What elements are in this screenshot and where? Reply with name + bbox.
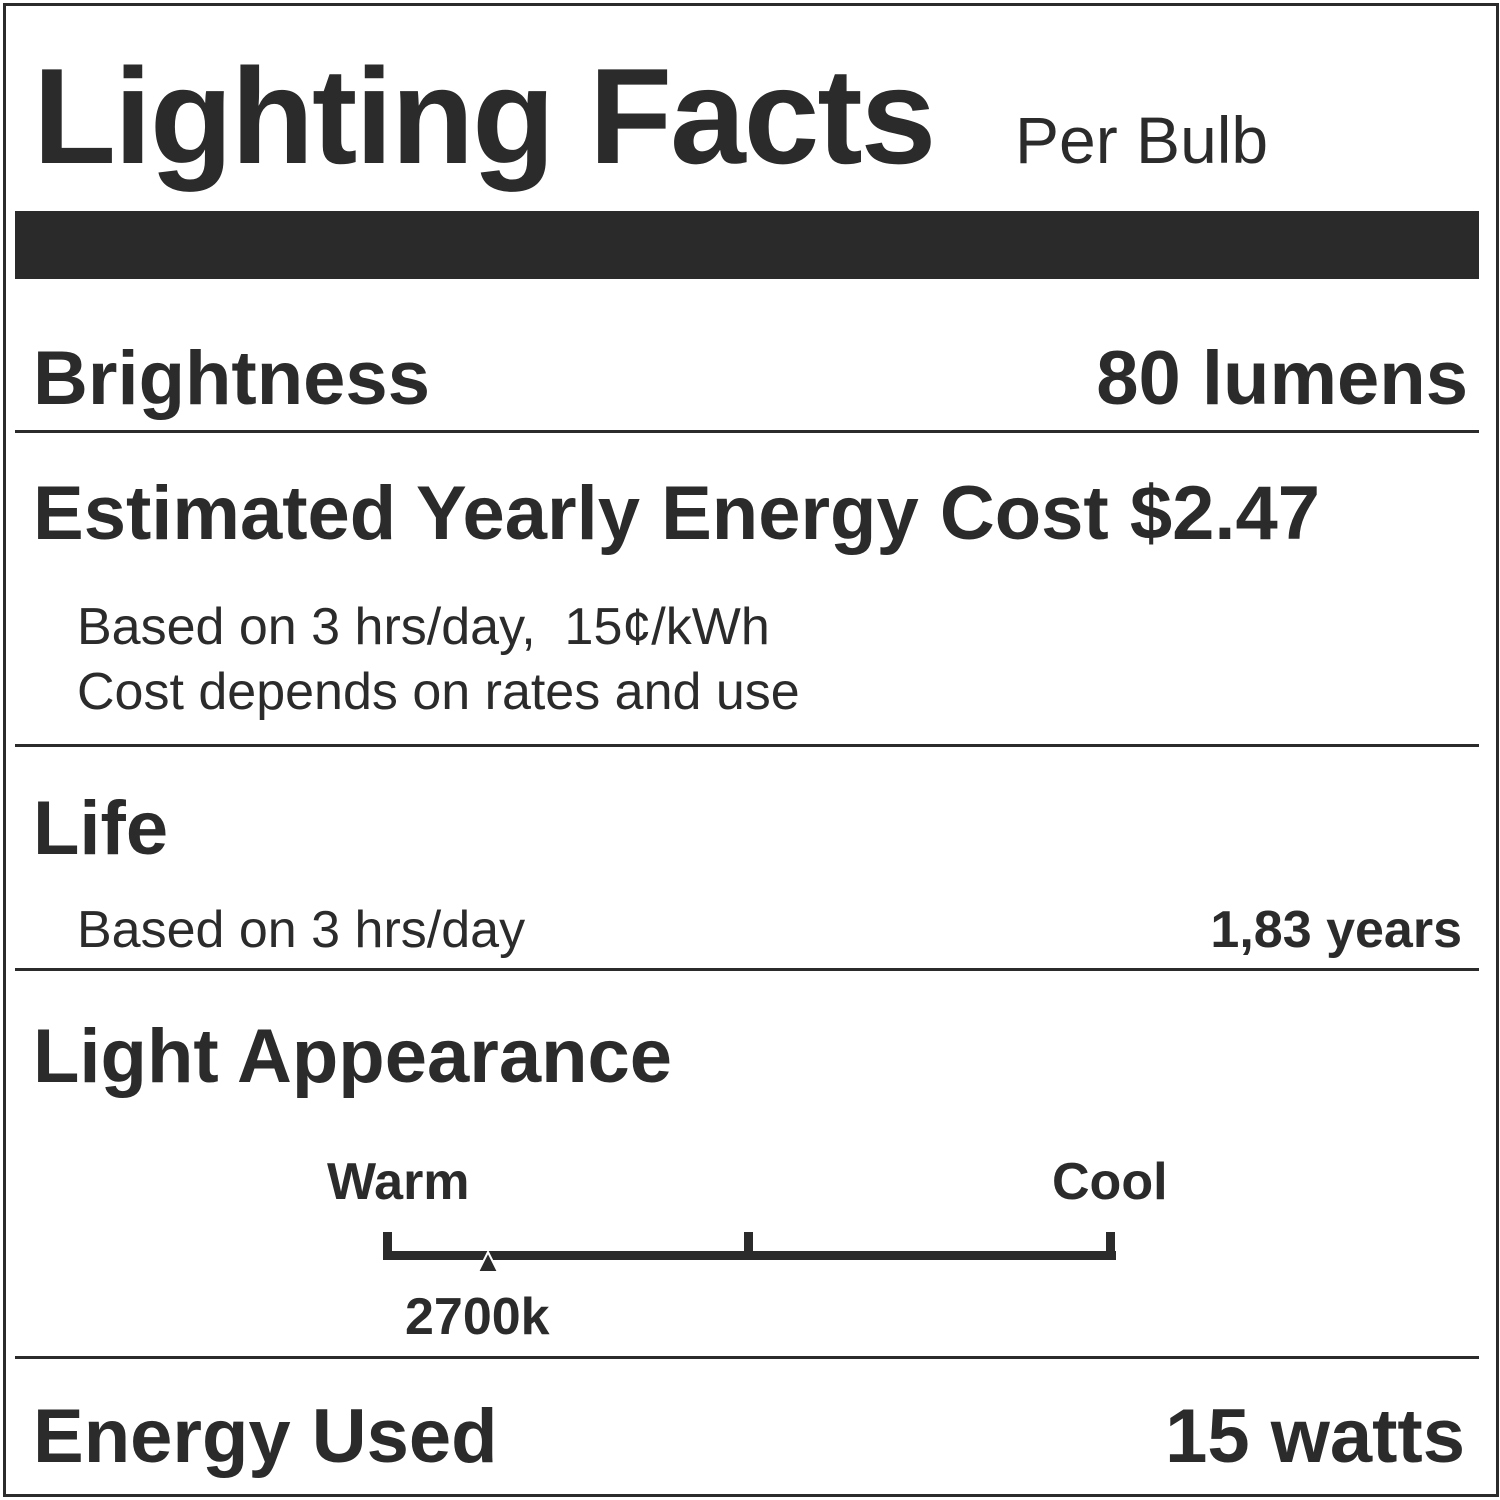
life-label: Life	[33, 786, 169, 871]
energy-used-label: Energy Used	[33, 1394, 498, 1479]
per-bulb-subtitle: Per Bulb	[1015, 103, 1269, 177]
color-temperature-value: 2700k	[405, 1288, 550, 1346]
scale-tick-middle	[744, 1232, 753, 1260]
energy-cost-note-rate: Based on 3 hrs/day, 15¢/kWh	[77, 598, 770, 656]
label-title: Lighting Facts	[33, 40, 936, 192]
divider	[15, 1356, 1479, 1359]
scale-tick-warm	[383, 1232, 392, 1260]
header-bar	[15, 211, 1479, 279]
brightness-label: Brightness	[33, 336, 430, 421]
cool-label: Cool	[1052, 1153, 1168, 1211]
divider	[15, 968, 1479, 971]
divider	[15, 430, 1479, 433]
life-value: 1,83 years	[1210, 901, 1462, 959]
energy-cost-note-use: Cost depends on rates and use	[77, 663, 800, 721]
brightness-value: 80 lumens	[1096, 336, 1468, 421]
life-note: Based on 3 hrs/day	[77, 901, 526, 959]
label-frame	[3, 3, 1499, 1497]
scale-tick-cool	[1106, 1232, 1115, 1260]
warm-label: Warm	[327, 1153, 470, 1211]
light-appearance-label: Light Appearance	[33, 1014, 673, 1099]
divider	[15, 744, 1479, 747]
energy-cost-label: Estimated Yearly Energy Cost $2.47	[33, 471, 1321, 556]
energy-used-value: 15 watts	[1165, 1394, 1465, 1479]
scale-marker-triangle-icon	[476, 1250, 500, 1273]
